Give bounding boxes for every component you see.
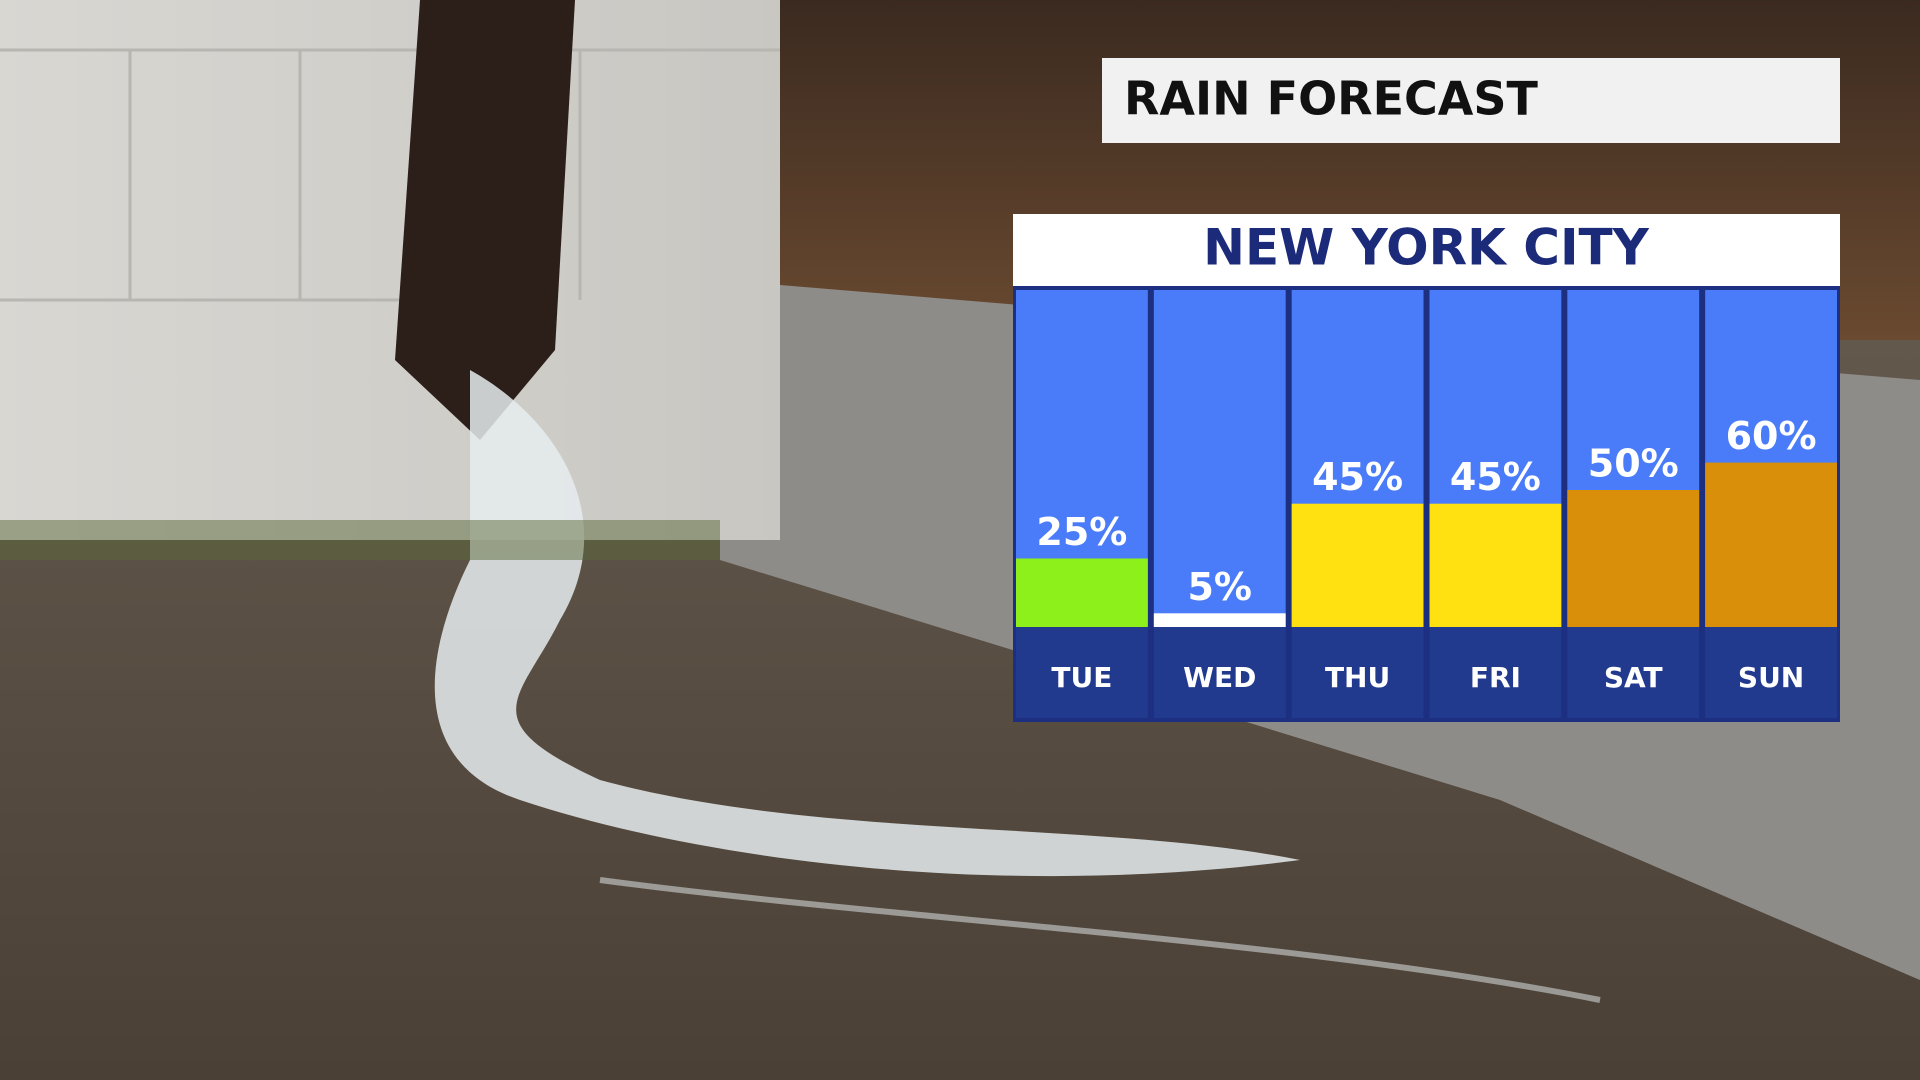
- bar: [1153, 613, 1286, 627]
- bar: [1291, 503, 1424, 627]
- day-cell: [1016, 627, 1148, 718]
- value-label: 25%: [1036, 510, 1127, 554]
- day-cell: [1705, 627, 1837, 718]
- x-tick-label: WED: [1183, 661, 1256, 694]
- x-tick-label: TUE: [1051, 661, 1112, 694]
- title-box: [1102, 58, 1840, 143]
- x-tick-label: THU: [1325, 661, 1390, 694]
- bar: [1016, 558, 1148, 627]
- day-cell: [1291, 627, 1424, 718]
- x-tick-label: FRI: [1470, 661, 1521, 694]
- day-cell: [1567, 627, 1700, 718]
- bar: [1705, 462, 1837, 627]
- value-label: 45%: [1312, 455, 1403, 499]
- value-label: 45%: [1450, 455, 1541, 499]
- x-tick-label: SUN: [1738, 661, 1804, 694]
- x-tick-label: SAT: [1604, 661, 1663, 694]
- chart-panel: [1013, 286, 1840, 722]
- day-cell: [1429, 627, 1562, 718]
- day-cell: [1153, 627, 1286, 718]
- value-label: 50%: [1588, 442, 1679, 486]
- bar: [1567, 490, 1700, 627]
- page-title: RAIN FORECAST: [1124, 72, 1539, 126]
- chart-title: NEW YORK CITY: [1203, 219, 1650, 277]
- column-bg: [1153, 290, 1286, 627]
- value-label: 60%: [1726, 414, 1817, 458]
- chart-header: [1013, 214, 1840, 286]
- value-label: 5%: [1187, 565, 1252, 609]
- bar: [1429, 503, 1562, 627]
